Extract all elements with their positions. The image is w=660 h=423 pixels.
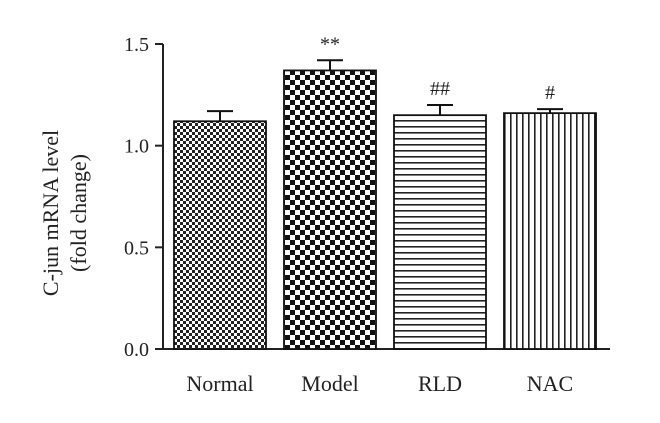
bar-nac bbox=[503, 112, 597, 350]
significance-nac: # bbox=[545, 82, 555, 104]
bars bbox=[173, 69, 597, 350]
significance-model: ** bbox=[320, 33, 340, 55]
bar-model bbox=[283, 69, 377, 350]
y-axis-label-line-1: C-jun mRNA level bbox=[38, 130, 63, 296]
y-tick-label: 1.5 bbox=[124, 34, 149, 56]
y-axis-label: C-jun mRNA level (fold change) bbox=[38, 130, 91, 296]
x-tick-label-rld: RLD bbox=[418, 371, 462, 396]
x-category-labels: Normal Model RLD NAC bbox=[186, 371, 573, 396]
x-tick-label-model: Model bbox=[301, 371, 358, 396]
y-ticks: 0.0 0.5 1.0 1.5 bbox=[124, 34, 163, 361]
y-axis-label-line-2: (fold change) bbox=[66, 154, 91, 272]
y-tick-label: 0.0 bbox=[124, 339, 149, 361]
x-tick-label-nac: NAC bbox=[527, 371, 573, 396]
y-tick-label: 0.5 bbox=[124, 237, 149, 259]
significance-annotations: **## # bbox=[320, 33, 555, 104]
x-tick-label-normal: Normal bbox=[186, 371, 253, 396]
bar-rld bbox=[393, 114, 487, 350]
y-tick-label: 1.0 bbox=[124, 136, 149, 158]
significance-rld: ## bbox=[430, 78, 450, 100]
error-bars bbox=[207, 59, 563, 122]
bar-normal bbox=[173, 120, 267, 350]
